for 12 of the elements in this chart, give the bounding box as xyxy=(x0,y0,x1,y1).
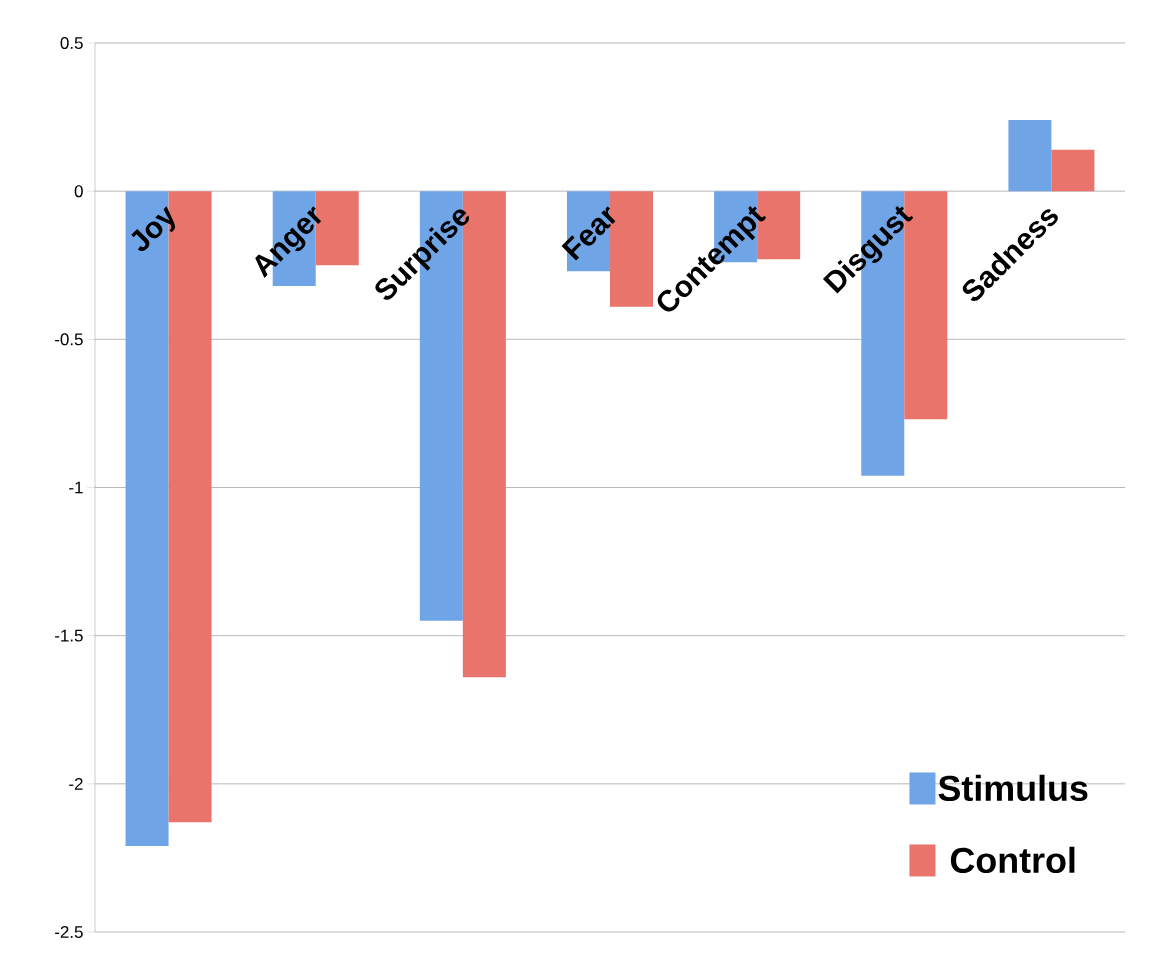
y-tick-label: -2 xyxy=(69,777,83,790)
y-tick-label: 0 xyxy=(74,185,83,198)
y-tick-label: -2.5 xyxy=(55,926,83,938)
bar xyxy=(1051,149,1095,192)
y-tick-label: -1 xyxy=(69,481,83,494)
y-tick-label: -0.5 xyxy=(55,333,83,346)
bar xyxy=(1008,120,1052,192)
x-tick-label: Joy xyxy=(131,206,176,252)
y-tick-label: 0.5 xyxy=(60,36,83,49)
legend-label: Stimulus xyxy=(938,774,1088,802)
legend-label: Control xyxy=(950,846,1075,874)
y-tick-label: -1.5 xyxy=(55,629,83,642)
